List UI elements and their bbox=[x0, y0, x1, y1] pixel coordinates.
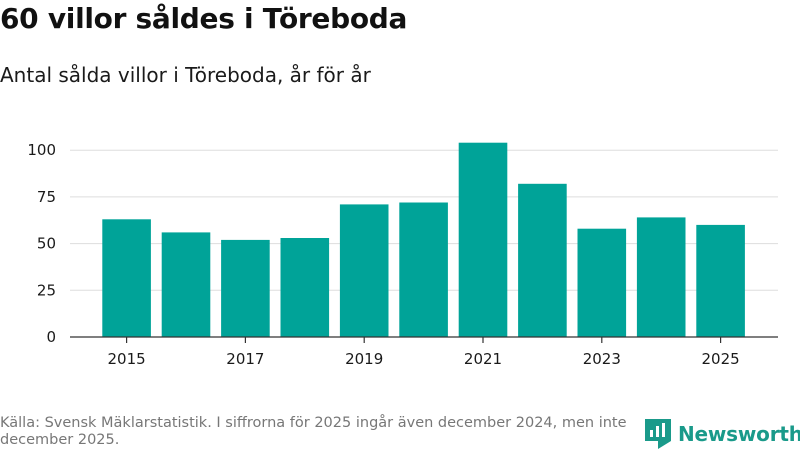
y-tick-label: 25 bbox=[37, 281, 56, 299]
bar-2022 bbox=[518, 183, 567, 337]
y-tick-label: 50 bbox=[37, 235, 56, 253]
x-tick-label: 2025 bbox=[702, 350, 740, 368]
bar-2019 bbox=[339, 204, 389, 337]
bar-2024 bbox=[636, 217, 686, 337]
y-tick-label: 75 bbox=[37, 188, 56, 206]
y-tick-label: 0 bbox=[46, 328, 56, 346]
bar-chart: 0 25 50 75 100 2015 2017 2019 2021 2023 2025 bbox=[27, 141, 778, 368]
bar-2018 bbox=[280, 238, 330, 337]
x-tick-label: 2017 bbox=[226, 350, 264, 368]
y-axis-labels: 0 25 50 75 100 bbox=[27, 141, 56, 346]
logo-text: Newsworthy bbox=[678, 422, 800, 446]
bar-2021 bbox=[458, 142, 508, 337]
x-tick-label: 2015 bbox=[108, 350, 146, 368]
bars bbox=[102, 142, 745, 337]
bar-2023 bbox=[577, 228, 627, 337]
bar-2016 bbox=[161, 232, 211, 337]
x-axis-labels: 2015 2017 2019 2021 2023 2025 bbox=[108, 337, 740, 368]
x-tick-label: 2019 bbox=[345, 350, 383, 368]
chart-subtitle: Antal sålda villor i Töreboda, år för år bbox=[0, 63, 371, 87]
y-tick-label: 100 bbox=[27, 141, 56, 159]
bar-2020 bbox=[399, 202, 448, 337]
newsworthy-logo: Newsworthy bbox=[645, 419, 800, 449]
bar-2015 bbox=[102, 219, 151, 337]
newsworthy-chart-icon bbox=[645, 419, 671, 449]
source-note: Källa: Svensk Mäklarstatistik. I siffror… bbox=[0, 415, 627, 448]
x-tick-label: 2021 bbox=[464, 350, 502, 368]
x-tick-label: 2023 bbox=[583, 350, 621, 368]
bar-2017 bbox=[221, 239, 270, 337]
bar-2025 bbox=[696, 224, 745, 337]
chart-title: 60 villor såldes i Töreboda bbox=[0, 2, 408, 35]
